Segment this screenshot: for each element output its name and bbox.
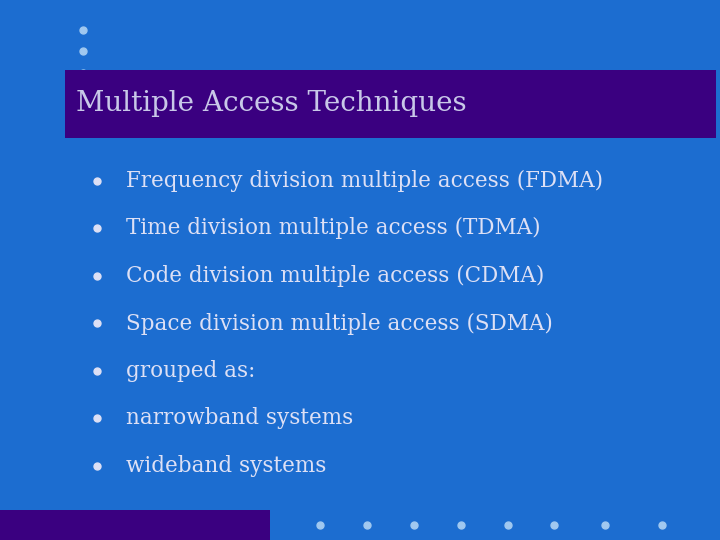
- Text: Space division multiple access (SDMA): Space division multiple access (SDMA): [126, 313, 553, 334]
- Text: wideband systems: wideband systems: [126, 455, 326, 477]
- Text: Time division multiple access (TDMA): Time division multiple access (TDMA): [126, 218, 541, 239]
- Bar: [65, 70, 716, 138]
- Bar: [0, 510, 270, 540]
- Text: narrowband systems: narrowband systems: [126, 408, 354, 429]
- Text: Multiple Access Techniques: Multiple Access Techniques: [76, 90, 467, 117]
- Text: Code division multiple access (CDMA): Code division multiple access (CDMA): [126, 265, 544, 287]
- Text: grouped as:: grouped as:: [126, 360, 256, 382]
- Text: Frequency division multiple access (FDMA): Frequency division multiple access (FDMA…: [126, 170, 603, 192]
